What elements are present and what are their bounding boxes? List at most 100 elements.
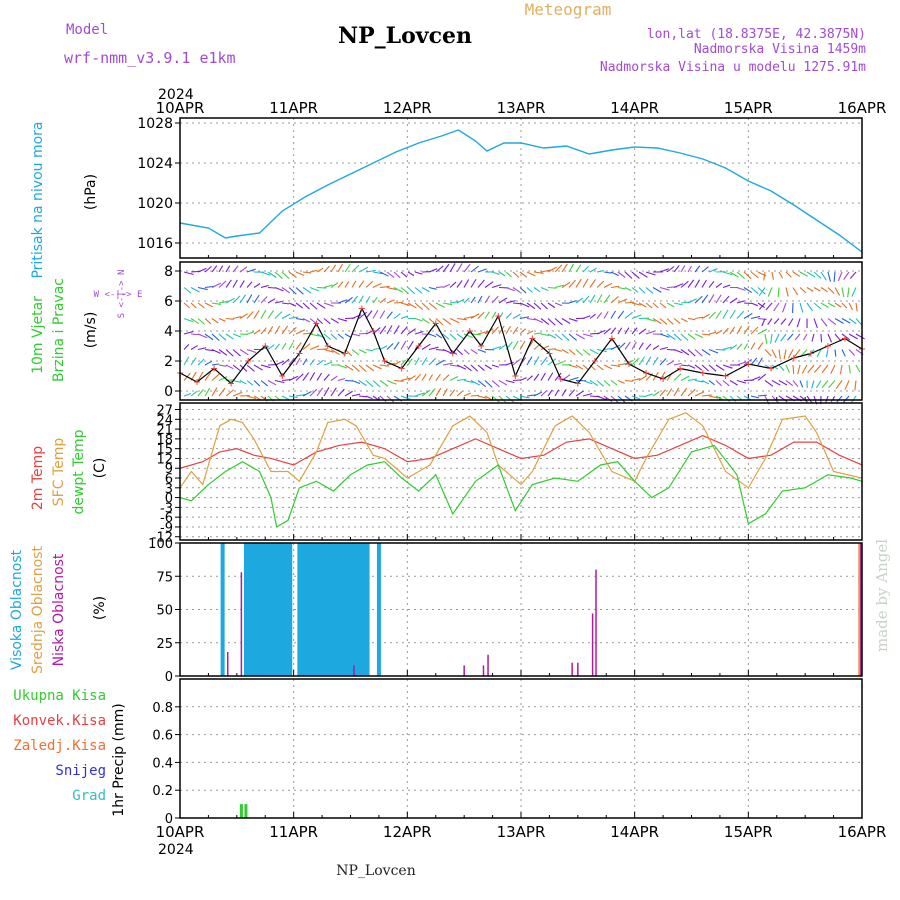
- wind-arrow: [610, 285, 620, 289]
- wind-arrow: [575, 390, 584, 397]
- wind-arrow: [792, 380, 799, 388]
- wind-arrow: [811, 380, 815, 389]
- wind-arrow: [722, 380, 730, 387]
- wind-arrow: [491, 364, 499, 368]
- wind-arrow: [533, 391, 543, 397]
- wind-arrow: [811, 333, 815, 342]
- wind-arrow: [477, 348, 487, 353]
- wind-gust-marker: [699, 370, 706, 376]
- wind-arrow: [498, 325, 505, 335]
- temp-2m-line: [179, 434, 863, 469]
- wind-arrow: [596, 270, 605, 273]
- wind-arrow: [589, 349, 599, 355]
- wind-arrow: [843, 271, 850, 280]
- wind-arrow: [582, 392, 593, 397]
- wind-arrow: [407, 302, 417, 309]
- high-cloud-bar: [355, 543, 360, 676]
- wind-arrow: [708, 268, 718, 273]
- wind-arrow: [358, 280, 365, 288]
- wind-arrow: [813, 302, 822, 310]
- wind-arrow: [582, 295, 590, 304]
- wind-arrow: [554, 333, 563, 341]
- wind-arrow: [722, 346, 732, 351]
- wind-arrow: [701, 294, 709, 304]
- wind-arrow: [680, 364, 689, 367]
- wind-arrow: [239, 380, 247, 385]
- wind-arrow: [246, 348, 257, 354]
- wind-arrow: [323, 333, 332, 340]
- high-cloud-bar: [220, 543, 225, 676]
- wind-arrow: [358, 380, 367, 387]
- wind-gust-marker: [279, 373, 286, 379]
- wind-arrow: [246, 281, 253, 288]
- wind-arrow: [197, 318, 206, 325]
- pressure-panel: 1016 1020 1024 1028: [137, 116, 863, 259]
- wind-arrow: [421, 389, 431, 397]
- wind-arrow: [232, 295, 241, 304]
- wind-arrow: [246, 294, 253, 304]
- y-tick-label: 1028: [137, 116, 173, 132]
- wind-arrow: [309, 388, 318, 397]
- y-tick-label: 12: [156, 452, 173, 467]
- wind-arrow: [765, 302, 773, 311]
- mid-cloud-label: Srednja Oblacnost: [30, 546, 46, 674]
- wind-arrow: [449, 263, 456, 273]
- wind-arrow: [505, 379, 515, 384]
- wind-arrow: [813, 271, 822, 279]
- wind-arrow: [849, 271, 857, 279]
- y-tick-label: 15: [156, 443, 173, 458]
- wind-arrow: [624, 327, 630, 335]
- wind-arrow: [407, 358, 413, 366]
- wind-arrow: [316, 286, 327, 289]
- high-cloud-bar: [304, 543, 309, 676]
- wind-arrow: [365, 295, 371, 304]
- wind-unit: (m/s): [83, 312, 99, 349]
- wind-arrow: [526, 271, 536, 277]
- wind-arrow: [837, 271, 843, 282]
- wind-arrow: [780, 318, 787, 325]
- wind-arrow: [596, 294, 603, 304]
- wind-arrow: [673, 318, 681, 324]
- wind-compass-sn: S <-|-> N: [117, 270, 127, 319]
- wind-arrow: [533, 356, 540, 366]
- wind-arrow: [610, 327, 617, 335]
- high-cloud-bar: [317, 543, 322, 676]
- wind-arrow: [715, 380, 722, 387]
- wind-arrow: [330, 349, 340, 356]
- wind-arrow: [778, 380, 788, 386]
- wind-arrow: [456, 390, 463, 397]
- wind-arrow: [253, 364, 263, 371]
- panel-frame: [179, 542, 863, 677]
- wind-arrow: [400, 359, 407, 366]
- wind-arrow: [351, 393, 361, 397]
- wind-arrow: [631, 302, 641, 306]
- wind-arrow: [400, 287, 409, 295]
- lonlat-text: lon,lat (18.8375E, 42.3875N): [647, 27, 866, 42]
- wind-arrow: [813, 364, 822, 373]
- wind-arrow: [316, 318, 323, 325]
- wind-arrow: [736, 300, 745, 304]
- wind-arrow: [330, 318, 339, 324]
- wind-arrow: [288, 287, 297, 295]
- wind-arrow: [624, 271, 633, 279]
- wind-arrow: [610, 271, 619, 277]
- wind-arrow: [428, 268, 438, 273]
- wind-arrow: [463, 279, 470, 288]
- wind-arrow: [505, 300, 516, 304]
- wind-arrow: [330, 387, 337, 397]
- wind-arrow: [673, 348, 683, 354]
- wind-gust-marker: [677, 365, 684, 372]
- wind-arrow: [666, 318, 674, 325]
- wind-arrow: [456, 317, 467, 321]
- wind-arrow: [708, 348, 719, 354]
- station-title: NP_Lovcen: [338, 23, 472, 49]
- wind-arrow: [708, 380, 715, 386]
- wind-arrow: [659, 333, 670, 338]
- wind-arrow: [855, 318, 862, 326]
- wind-arrow: [645, 330, 655, 335]
- y-tick-label: -6: [160, 511, 173, 526]
- wind-gust-marker: [466, 328, 473, 334]
- wind-arrow: [631, 395, 640, 400]
- wind-arrow: [645, 302, 653, 309]
- wind-arrow: [337, 364, 348, 369]
